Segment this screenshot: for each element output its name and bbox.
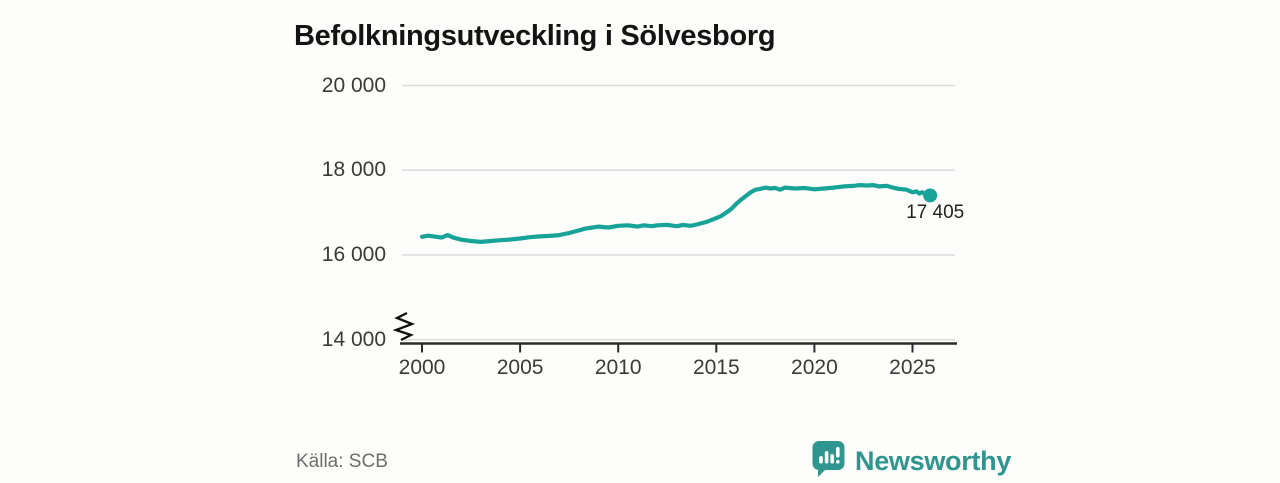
x-axis-tick-label: 2020 — [791, 356, 838, 379]
source-note: Källa: SCB — [296, 451, 388, 472]
axis-break-icon — [392, 311, 416, 342]
x-axis-tick-label: 2005 — [496, 356, 544, 379]
y-axis-tick-label: 20 000 — [321, 73, 386, 97]
y-axis-tick-label: 14 000 — [321, 327, 386, 351]
y-axis-tick-label: 18 000 — [321, 158, 386, 182]
x-axis-tick-label: 2010 — [594, 356, 642, 379]
x-axis-tick-label: 2025 — [889, 356, 936, 379]
x-axis-tick-label: 2015 — [692, 356, 740, 379]
newsworthy-logo: Newsworthy — [810, 439, 1011, 483]
chart-title: Befolkningsutveckling i Sölvesborg — [294, 20, 776, 53]
y-axis-tick-label: 16 000 — [321, 243, 386, 266]
population-series-line — [419, 183, 933, 244]
newsworthy-wordmark: Newsworthy — [855, 446, 1012, 476]
last-value-label: 17 405 — [906, 202, 965, 224]
last-value-marker — [923, 188, 938, 203]
x-axis-tick-label: 2000 — [398, 356, 446, 379]
bar-chart-speech-bubble-icon — [810, 439, 847, 483]
